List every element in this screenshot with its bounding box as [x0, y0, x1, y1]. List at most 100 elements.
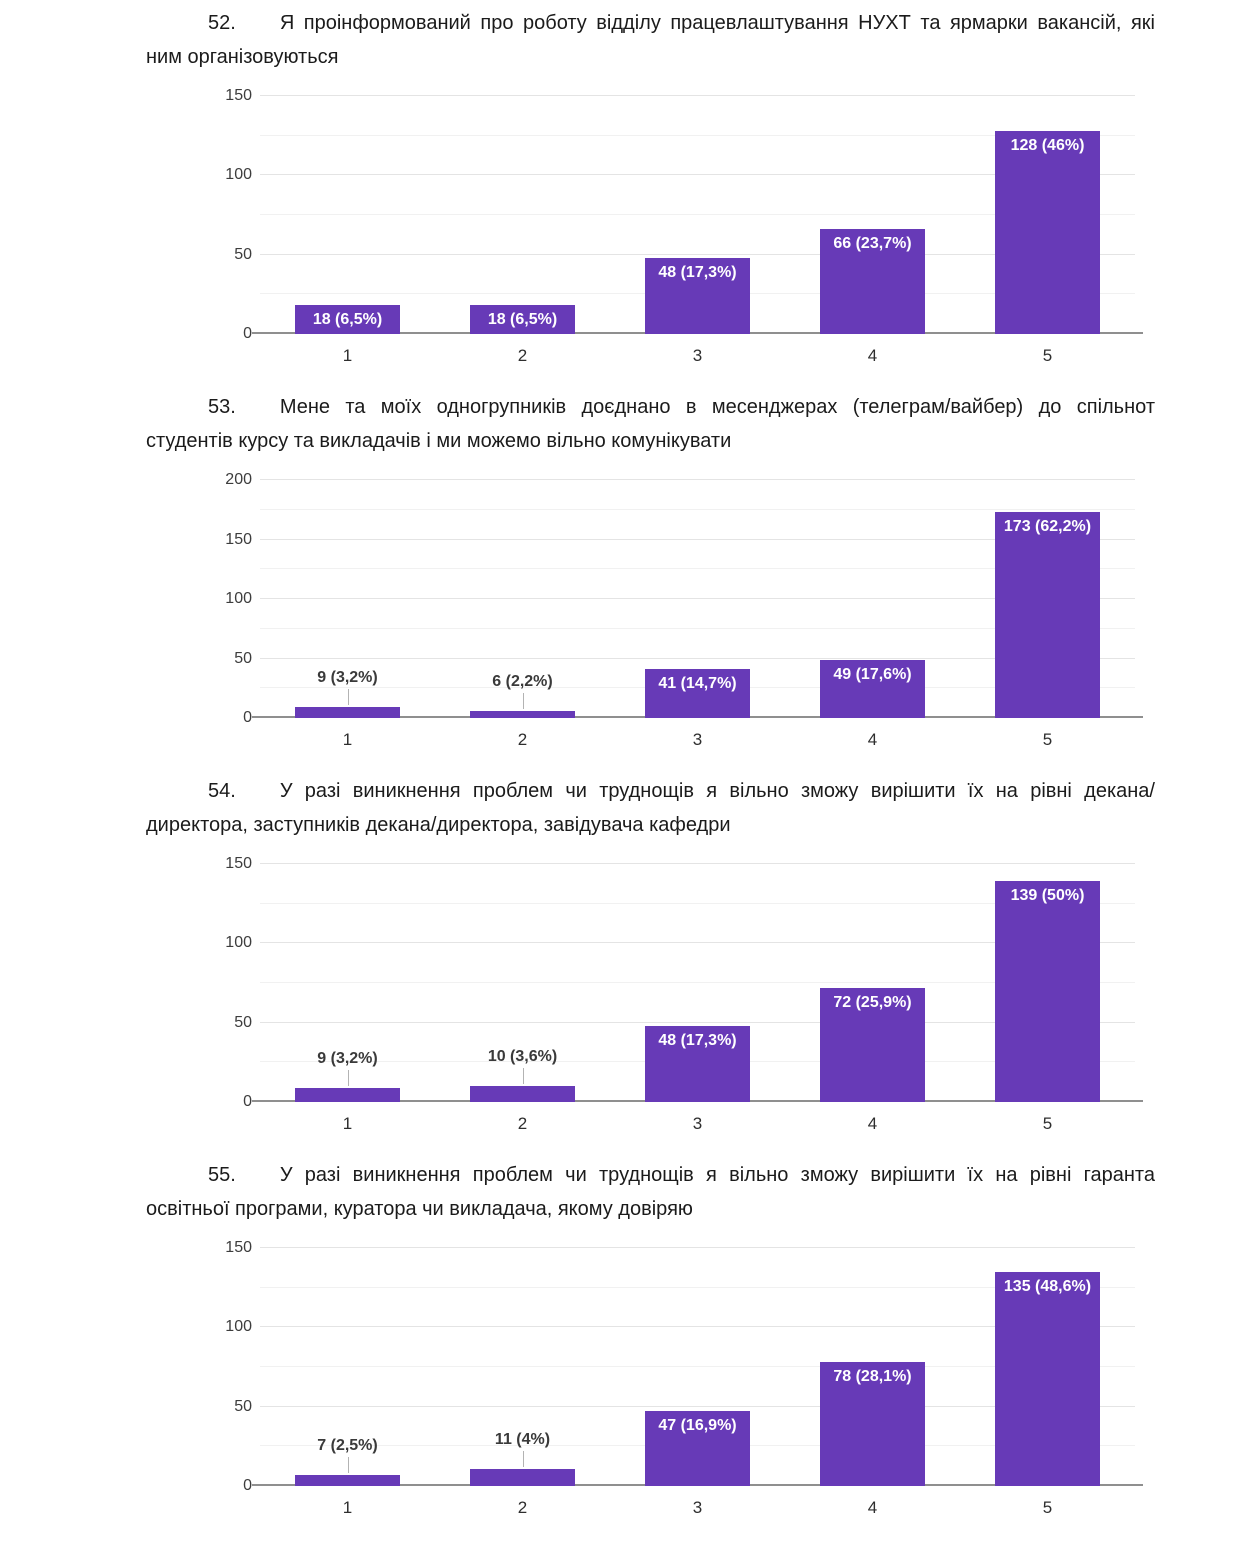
- bar: [470, 305, 575, 334]
- x-axis-label: 5: [1042, 1114, 1053, 1133]
- bar: [295, 1087, 400, 1102]
- question-text-52: 52. Я проінформований про роботу відділу …: [146, 6, 1155, 74]
- x-axis-label: 4: [867, 730, 878, 749]
- bar-value-label: 9 (3,2%): [317, 669, 378, 687]
- bar-value-label: 10 (3,6%): [487, 1048, 558, 1066]
- question-body: У разі виникнення проблем чи труднощів я…: [146, 1164, 1155, 1220]
- question-body: Мене та моїх одногрупників доєднано в ме…: [146, 396, 1155, 452]
- y-axis-tick-label: 200: [225, 471, 252, 488]
- bar-value-label: 139 (50%): [1010, 887, 1085, 905]
- bar: [645, 1411, 750, 1486]
- question-block-52: 52. Я проінформований про роботу відділу …: [146, 6, 1155, 372]
- bar: [470, 710, 575, 718]
- bar-value-label: 49 (17,6%): [833, 665, 912, 683]
- gridline: [260, 1286, 1135, 1288]
- y-axis-tick-label: 50: [234, 1397, 252, 1415]
- y-axis-tick-label: 0: [243, 709, 252, 726]
- bar: [295, 707, 400, 718]
- question-text-54: 54. У разі виникнення проблем чи труднощі…: [146, 774, 1155, 842]
- label-leader-line: [522, 692, 524, 709]
- label-leader-line: [522, 1450, 524, 1467]
- y-axis-tick-label: 150: [225, 87, 252, 104]
- bar-value-label: 18 (6,5%): [312, 311, 383, 329]
- x-axis-label: 5: [1042, 346, 1053, 365]
- x-axis-label: 3: [692, 1114, 703, 1133]
- plot-area: 0 50 100 150 7 (2,5%) 1 11 (4%) 2 47 (16,9%) 3 78 …: [225, 1239, 1143, 1517]
- bar: [645, 669, 750, 718]
- x-axis-label: 1: [342, 1114, 353, 1133]
- bar-value-label: 72 (25,9%): [833, 993, 912, 1011]
- label-leader-line: [522, 1068, 524, 1085]
- y-axis-tick-label: 150: [225, 1239, 252, 1256]
- bar-value-label: 7 (2,5%): [317, 1436, 378, 1454]
- question-number: 53.: [208, 396, 236, 418]
- y-axis-tick-label: 100: [225, 590, 252, 607]
- bar: [295, 1474, 400, 1486]
- bar-value-label: 18 (6,5%): [487, 311, 558, 329]
- bar-value-label: 11 (4%): [494, 1430, 551, 1448]
- gridline: [260, 508, 1135, 510]
- bar: [470, 1086, 575, 1102]
- bar: [295, 305, 400, 334]
- bar-value-label: 6 (2,2%): [492, 672, 553, 690]
- bar-value-label: 47 (16,9%): [658, 1417, 737, 1435]
- x-axis-label: 1: [342, 346, 353, 365]
- bar: [995, 130, 1100, 334]
- y-axis-tick-label: 100: [225, 1318, 252, 1336]
- y-axis-tick-label: 100: [225, 166, 252, 184]
- bar-chart-q53: 0 50 100 150 200 9 (3,2%) 1 6 (2,2%) 2 41 (14,7%)…: [218, 471, 1155, 756]
- bar: [645, 1025, 750, 1102]
- gridline: [260, 174, 1135, 176]
- y-axis-tick-label: 50: [234, 649, 252, 667]
- question-block-54: 54. У разі виникнення проблем чи труднощі…: [146, 774, 1155, 1140]
- label-leader-line: [347, 689, 349, 706]
- gridline: [260, 1405, 1135, 1407]
- bar: [645, 257, 750, 334]
- bar-value-label: 66 (23,7%): [833, 235, 912, 253]
- bar-chart-q52: 0 50 100 150 18 (6,5%) 1 18 (6,5%) 2 48 (17,3%) 3…: [218, 87, 1155, 372]
- question-block-55: 55. У разі виникнення проблем чи труднощі…: [146, 1158, 1155, 1524]
- gridline: [260, 95, 1135, 96]
- gridline: [260, 657, 1135, 659]
- question-number: 55.: [208, 1164, 236, 1186]
- bar: [995, 1271, 1100, 1486]
- bar-value-label: 173 (62,2%): [1003, 518, 1092, 536]
- x-axis-label: 4: [867, 1114, 878, 1133]
- x-axis-label: 1: [342, 1498, 353, 1517]
- gridline: [260, 479, 1135, 480]
- x-axis-label: 4: [867, 346, 878, 365]
- bar: [820, 229, 925, 334]
- plot-area: 0 50 100 150 18 (6,5%) 1 18 (6,5%) 2 48 (17,3%) 3…: [225, 87, 1143, 365]
- plot-area: 0 50 100 150 200 9 (3,2%) 1 6 (2,2%) 2 41 (14,7%)…: [225, 471, 1143, 749]
- y-axis-tick-label: 150: [225, 855, 252, 872]
- gridline: [260, 942, 1135, 944]
- x-axis-label: 5: [1042, 1498, 1053, 1517]
- gridline: [260, 1021, 1135, 1023]
- gridline: [260, 214, 1135, 215]
- label-leader-line: [347, 1069, 349, 1086]
- bar: [470, 1468, 575, 1486]
- y-axis-tick-label: 0: [243, 1093, 252, 1110]
- x-axis-label: 5: [1042, 730, 1053, 749]
- bar-value-label: 9 (3,2%): [317, 1049, 378, 1067]
- x-axis-label: 4: [867, 1498, 878, 1517]
- bar: [820, 987, 925, 1102]
- gridline: [260, 253, 1135, 255]
- bar: [820, 1362, 925, 1486]
- question-body: Я проінформований про роботу відділу пра…: [146, 12, 1155, 68]
- bar-value-label: 128 (46%): [1010, 136, 1085, 154]
- x-axis-label: 2: [517, 1498, 528, 1517]
- y-axis-tick-label: 0: [243, 1477, 252, 1494]
- x-axis-label: 2: [517, 730, 528, 749]
- gridline: [260, 568, 1135, 570]
- gridline: [260, 1326, 1135, 1328]
- x-axis-label: 3: [692, 346, 703, 365]
- x-axis-label: 3: [692, 730, 703, 749]
- label-leader-line: [347, 1456, 349, 1473]
- plot-area: 0 50 100 150 9 (3,2%) 1 10 (3,6%) 2 48 (17,3%) 3 7…: [225, 855, 1143, 1133]
- question-text-55: 55. У разі виникнення проблем чи труднощі…: [146, 1158, 1155, 1226]
- bar-value-label: 135 (48,6%): [1003, 1277, 1092, 1295]
- bar: [820, 659, 925, 718]
- bar-value-label: 48 (17,3%): [658, 263, 737, 281]
- gridline: [260, 1366, 1135, 1367]
